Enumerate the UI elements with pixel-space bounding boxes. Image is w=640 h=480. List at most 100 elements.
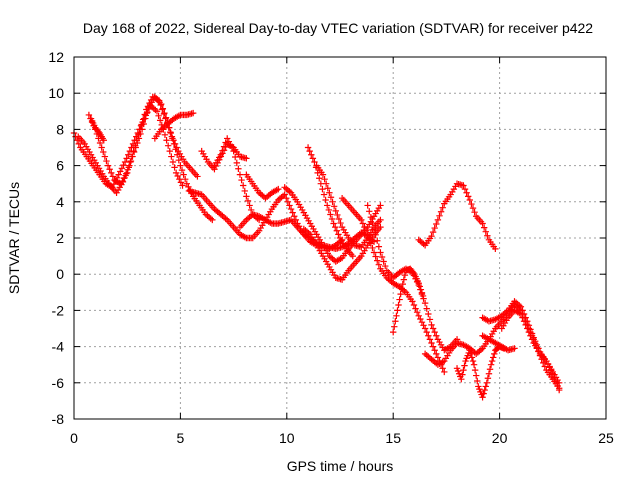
data-point-marker [155,97,163,104]
data-point-marker [243,193,250,200]
y-axis-ticks: -8 -6 -4 -2 0 2 4 6 8 10 12 [48,49,606,427]
data-point-marker [488,357,496,365]
data-point-marker [397,290,404,298]
data-point-marker [549,370,556,377]
data-point-marker [316,175,323,182]
data-point-marker [479,220,486,227]
x-tick-label: 25 [598,430,614,446]
data-point-marker [370,249,378,256]
data-point-marker [399,280,406,288]
data-point-marker [367,240,375,247]
data-point-marker [160,110,168,118]
y-tick-label: -6 [52,375,65,391]
data-point-marker [423,305,430,312]
data-point-marker [179,182,186,189]
data-point-marker [141,111,148,118]
data-point-marker [320,191,328,198]
data-point-marker [469,357,477,365]
data-point-marker [374,237,381,244]
data-point-marker [358,216,365,224]
data-point-marker [472,372,480,379]
data-point-marker [100,148,107,156]
series-arc-5 [87,115,107,144]
data-point-marker [291,213,298,220]
y-tick-label: 2 [56,230,64,246]
data-point-marker [466,196,474,204]
data-point-marker [482,228,489,235]
y-tick-label: 4 [56,194,64,210]
x-tick-label: 20 [492,430,508,446]
data-point-marker [177,162,184,169]
data-point-marker [209,216,216,224]
data-point-marker [329,198,336,205]
y-axis-label: SDTVAR / TECUs [6,182,22,294]
data-point-marker [319,185,326,193]
data-point-marker [460,366,467,374]
data-point-marker [139,116,147,123]
x-tick-label: 5 [177,430,185,446]
data-point-marker [328,215,336,223]
data-point-marker [230,147,237,155]
data-point-marker [400,276,408,283]
data-point-marker [159,106,166,113]
data-point-marker [378,253,386,261]
data-point-marker [311,158,318,166]
data-point-marker [324,202,331,209]
data-point-marker [461,185,469,193]
data-point-marker [415,280,422,287]
data-point-marker [324,185,331,192]
data-point-marker [244,197,252,205]
data-point-marker [321,175,328,183]
data-point-marker [492,245,499,253]
data-point-marker [434,216,442,224]
data-point-marker [241,187,248,195]
data-point-marker [482,383,489,390]
data-point-marker [471,366,479,374]
data-point-marker [377,249,384,256]
data-point-marker [246,202,253,209]
data-point-marker [425,310,432,318]
data-point-marker [431,328,438,336]
data-point-marker [428,321,435,329]
data-point-marker [289,209,296,216]
data-point-marker [189,109,197,117]
data-point-marker [409,298,416,305]
y-tick-label: -8 [52,411,65,427]
data-point-marker [484,375,492,382]
data-point-marker [485,370,493,377]
data-point-marker [128,153,136,160]
data-point-marker [436,212,443,220]
data-point-marker [247,206,255,214]
data-point-marker [238,176,245,184]
data-point-marker [327,194,335,201]
data-point-marker [364,231,371,238]
data-point-marker [330,203,338,210]
data-point-marker [166,147,173,155]
data-point-marker [222,139,229,146]
data-point-marker [459,371,466,378]
data-point-marker [330,220,337,227]
y-tick-label: 6 [56,158,64,174]
data-point-marker [359,220,367,227]
chart-title: Day 168 of 2022, Sidereal Day-to-day VTE… [83,20,593,36]
data-point-marker [374,257,381,264]
data-point-marker [528,336,536,343]
data-point-marker [491,350,498,358]
data-point-marker [133,137,140,144]
data-point-marker [104,162,112,169]
data-point-marker [108,169,115,177]
data-point-marker [334,211,341,219]
data-point-marker [164,142,172,149]
data-point-marker [377,223,384,231]
data-point-marker [520,318,528,325]
data-point-marker [135,131,142,139]
data-point-marker [525,328,533,336]
data-point-marker [460,182,467,189]
data-point-marker [468,200,475,208]
data-point-marker [524,325,531,332]
data-point-marker [243,155,250,162]
data-point-marker [309,155,317,162]
data-points [70,93,563,401]
data-point-marker [418,289,426,296]
